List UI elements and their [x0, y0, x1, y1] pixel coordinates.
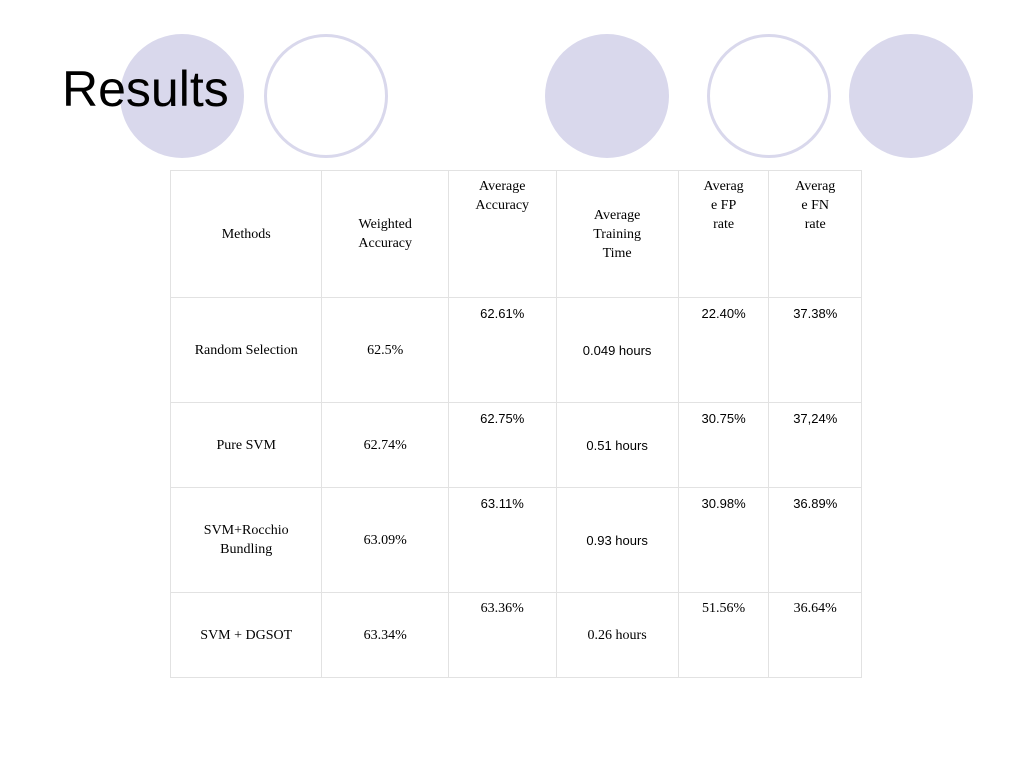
header-cell: Averag e FP rate — [677, 170, 770, 298]
header-cell: Averag e FN rate — [768, 170, 862, 298]
table-row: SVM+Rocchio Bundling 63.09% 63.11% 0.93 … — [169, 487, 862, 593]
table-cell: 63.11% — [447, 487, 557, 593]
table-cell: 62.74% — [321, 402, 449, 488]
method-cell: Pure SVM — [169, 402, 323, 488]
header-cell: Methods — [169, 170, 323, 298]
table-cell: 62.5% — [321, 297, 449, 403]
decor-circle-ring — [264, 34, 388, 158]
table-cell: 0.51 hours — [555, 402, 679, 488]
table-cell: 22.40% — [677, 297, 770, 403]
table-cell: 30.75% — [677, 402, 770, 488]
table-row: Random Selection 62.5% 62.61% 0.049 hour… — [169, 297, 862, 403]
table-row: Pure SVM 62.74% 62.75% 0.51 hours 30.75%… — [169, 402, 862, 488]
method-cell: SVM+Rocchio Bundling — [169, 487, 323, 593]
table-header-row: Methods Weighted Accuracy Average Accura… — [169, 170, 862, 298]
decor-circle-filled — [545, 34, 669, 158]
table-cell: 37.38% — [768, 297, 862, 403]
table-cell: 0.93 hours — [555, 487, 679, 593]
table-cell: 51.56% — [677, 592, 770, 678]
decor-circle-ring — [707, 34, 831, 158]
results-table: Methods Weighted Accuracy Average Accura… — [169, 170, 862, 678]
table-row: SVM + DGSOT 63.34% 63.36% 0.26 hours 51.… — [169, 592, 862, 678]
table-cell: 0.26 hours — [555, 592, 679, 678]
header-cell: Average Accuracy — [447, 170, 557, 298]
table-cell: 63.36% — [447, 592, 557, 678]
table-cell: 37,24% — [768, 402, 862, 488]
table-cell: 62.75% — [447, 402, 557, 488]
header-cell: Average Training Time — [555, 170, 679, 298]
table-cell: 30.98% — [677, 487, 770, 593]
table-cell: 36.64% — [768, 592, 862, 678]
method-cell: Random Selection — [169, 297, 323, 403]
slide-title: Results — [62, 61, 229, 117]
decor-circle-filled — [849, 34, 973, 158]
table-cell: 63.09% — [321, 487, 449, 593]
method-cell: SVM + DGSOT — [169, 592, 323, 678]
header-cell: Weighted Accuracy — [321, 170, 449, 298]
table-cell: 36.89% — [768, 487, 862, 593]
table-cell: 62.61% — [447, 297, 557, 403]
table-cell: 0.049 hours — [555, 297, 679, 403]
table-cell: 63.34% — [321, 592, 449, 678]
decor-circle-filled — [120, 34, 244, 158]
